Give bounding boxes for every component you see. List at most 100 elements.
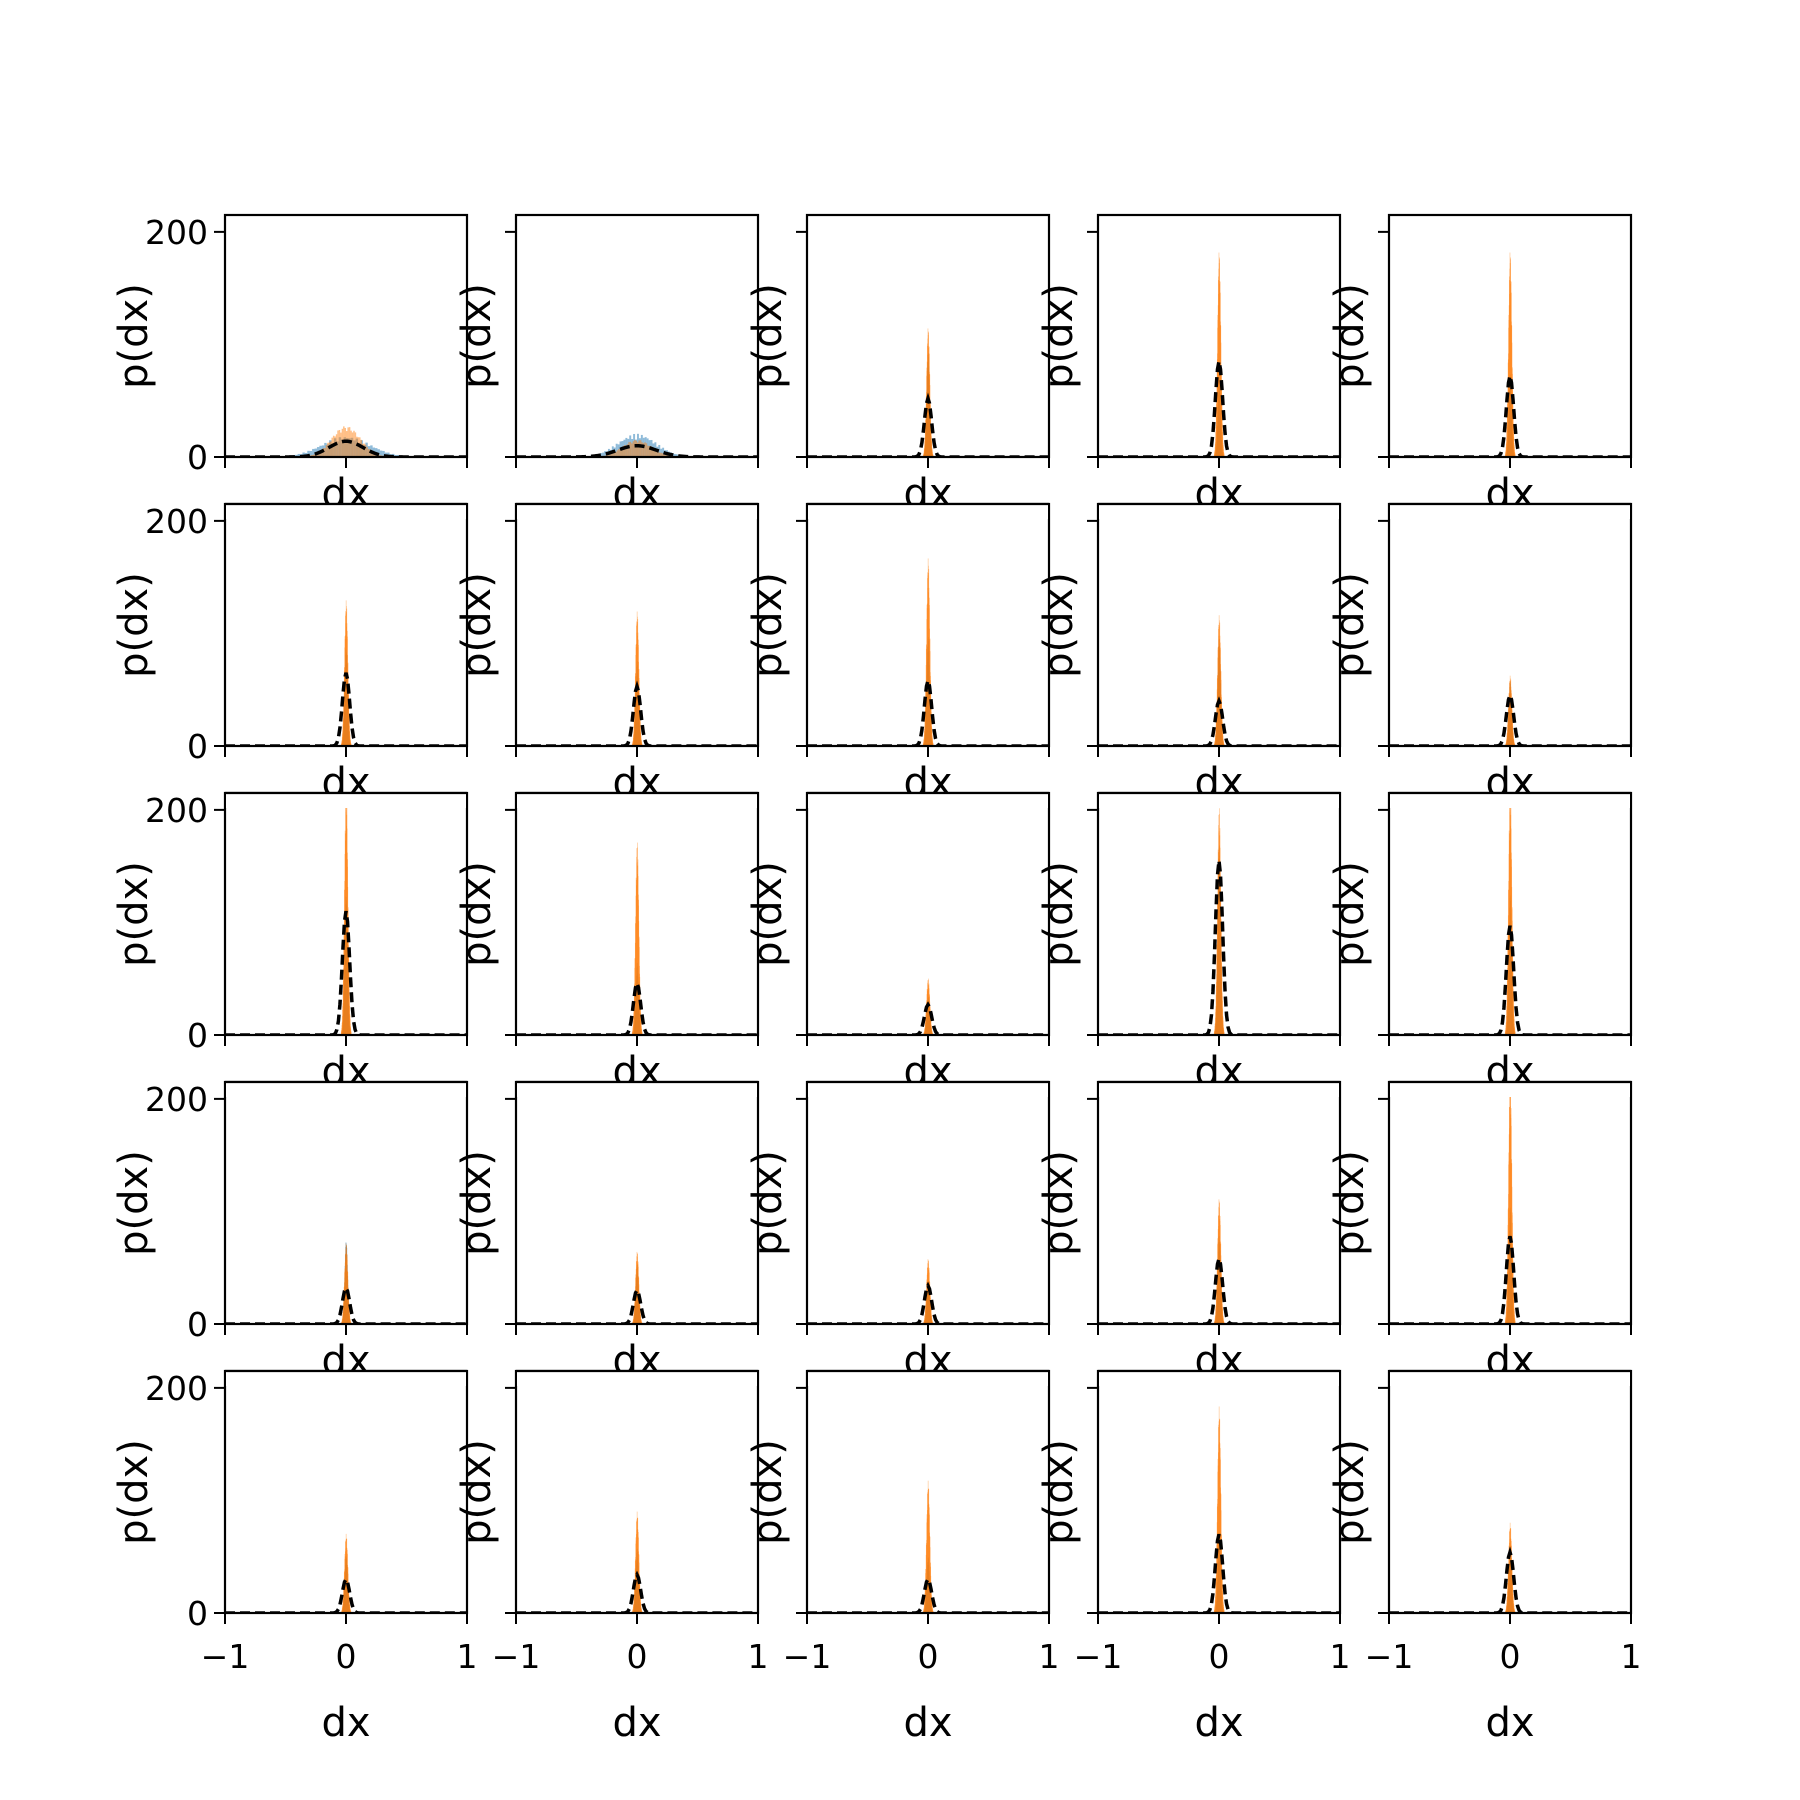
orange-histogram-bar bbox=[932, 743, 934, 746]
subplot-r2-c3: p(dx)dx bbox=[1036, 791, 1342, 1095]
y-axis-label: p(dx) bbox=[1327, 1439, 1373, 1545]
orange-histogram-bar bbox=[324, 448, 326, 457]
orange-histogram-bar bbox=[314, 454, 316, 457]
blue-histogram-bar bbox=[379, 450, 383, 457]
subplot-r1-c3: p(dx)dx bbox=[1036, 502, 1342, 806]
orange-histogram-bar bbox=[654, 449, 656, 457]
black-density-line bbox=[516, 680, 758, 746]
y-axis-label: p(dx) bbox=[454, 283, 500, 389]
black-density-line bbox=[1389, 925, 1631, 1035]
y-axis-label: p(dx) bbox=[1327, 283, 1373, 389]
orange-histogram-bar bbox=[357, 437, 360, 457]
y-axis-label: p(dx) bbox=[1327, 1150, 1373, 1256]
x-tick-label: 1 bbox=[1330, 1637, 1351, 1676]
orange-histogram-bar bbox=[318, 452, 320, 457]
orange-histogram-bar bbox=[641, 1032, 643, 1035]
subplot-r2-c4: p(dx)dx bbox=[1327, 791, 1633, 1095]
orange-histogram-bar bbox=[623, 445, 626, 457]
black-density-line bbox=[225, 910, 467, 1035]
y-tick-label: 200 bbox=[145, 502, 208, 541]
black-density-line bbox=[225, 672, 467, 746]
y-axis-label: p(dx) bbox=[111, 283, 157, 389]
y-axis-label: p(dx) bbox=[111, 1150, 157, 1256]
x-axis-label: dx bbox=[1194, 1700, 1243, 1746]
overlap-cover bbox=[1099, 505, 1339, 519]
orange-histogram-bar bbox=[641, 442, 643, 457]
y-tick-label: 200 bbox=[145, 213, 208, 252]
orange-histogram-bar bbox=[1223, 454, 1225, 457]
plot-area bbox=[225, 426, 467, 457]
plot-area bbox=[807, 1259, 1049, 1324]
orange-histogram-bar bbox=[334, 436, 336, 457]
overlap-cover bbox=[226, 1372, 466, 1386]
x-tick-label: 1 bbox=[1039, 1637, 1060, 1676]
x-tick-label: 0 bbox=[1500, 1637, 1521, 1676]
orange-histogram-bar bbox=[657, 451, 659, 457]
blue-histogram-bar bbox=[382, 450, 385, 457]
orange-histogram-bar bbox=[644, 442, 646, 457]
orange-histogram-bar bbox=[340, 432, 342, 457]
orange-histogram-bar bbox=[631, 443, 633, 457]
black-density-line bbox=[1389, 1235, 1631, 1324]
x-axis-label: dx bbox=[903, 1700, 952, 1746]
y-axis-label: p(dx) bbox=[111, 572, 157, 678]
x-tick-label: 0 bbox=[627, 1637, 648, 1676]
blue-histogram-bar bbox=[297, 453, 301, 457]
black-density-line bbox=[516, 443, 758, 457]
black-density-line bbox=[807, 392, 1049, 457]
y-axis-label: p(dx) bbox=[1036, 1439, 1082, 1545]
orange-histogram-bar bbox=[363, 443, 365, 457]
overlap-cover bbox=[226, 505, 466, 519]
orange-histogram-bar bbox=[369, 449, 371, 457]
orange-histogram-bar bbox=[319, 450, 322, 457]
plot-area bbox=[225, 600, 467, 746]
y-axis-label: p(dx) bbox=[111, 861, 157, 967]
y-axis-label: p(dx) bbox=[1036, 1150, 1082, 1256]
overlap-cover bbox=[1390, 1372, 1630, 1386]
orange-histogram-bar bbox=[650, 445, 652, 457]
plot-area bbox=[1389, 252, 1631, 457]
orange-histogram-bar bbox=[626, 444, 629, 457]
blue-histogram-bar bbox=[604, 451, 607, 457]
plot-area bbox=[1098, 252, 1340, 457]
orange-histogram-bar bbox=[664, 454, 667, 457]
plot-area bbox=[225, 1533, 467, 1613]
x-axis-label: dx bbox=[321, 1700, 370, 1746]
orange-histogram-bar bbox=[613, 452, 616, 457]
blue-histogram-bar bbox=[658, 444, 661, 457]
plot-area bbox=[1098, 1406, 1340, 1613]
x-tick-label: −1 bbox=[201, 1637, 250, 1676]
plot-area bbox=[1389, 1082, 1631, 1324]
orange-histogram-bar bbox=[660, 452, 662, 457]
orange-histogram-bar bbox=[350, 430, 352, 457]
orange-histogram-bar bbox=[338, 429, 341, 457]
orange-histogram-bar bbox=[648, 445, 651, 457]
plot-area bbox=[1098, 615, 1340, 746]
orange-histogram-bar bbox=[638, 440, 640, 457]
orange-histogram-bar bbox=[327, 442, 329, 457]
y-tick-label: 0 bbox=[187, 727, 208, 766]
x-tick-label: 1 bbox=[1621, 1637, 1642, 1676]
x-tick-label: −1 bbox=[492, 1637, 541, 1676]
orange-histogram-bar bbox=[609, 454, 611, 457]
plot-area bbox=[516, 842, 758, 1035]
x-axis-label: dx bbox=[1485, 1700, 1534, 1746]
plot-area bbox=[1389, 793, 1631, 1035]
axes-frame bbox=[514, 213, 760, 459]
subplot-r3-c1: p(dx)dx bbox=[454, 1080, 760, 1384]
blue-histogram-bar bbox=[602, 452, 605, 457]
orange-histogram-bar bbox=[618, 449, 620, 457]
subplot-r4-c4: −1 0 1 p(dx) dx bbox=[1327, 1369, 1642, 1746]
orange-histogram-bar bbox=[629, 441, 632, 457]
y-axis-label: p(dx) bbox=[111, 1439, 157, 1545]
x-tick-label: −1 bbox=[1074, 1637, 1123, 1676]
y-axis-label: p(dx) bbox=[745, 1150, 791, 1256]
overlap-cover bbox=[226, 1083, 466, 1097]
overlap-cover bbox=[808, 1372, 1048, 1386]
orange-histogram-bar bbox=[642, 443, 645, 457]
subplot-r1-c4: p(dx)dx bbox=[1327, 502, 1633, 806]
orange-histogram-bar bbox=[612, 452, 614, 457]
y-axis-label: p(dx) bbox=[454, 572, 500, 678]
